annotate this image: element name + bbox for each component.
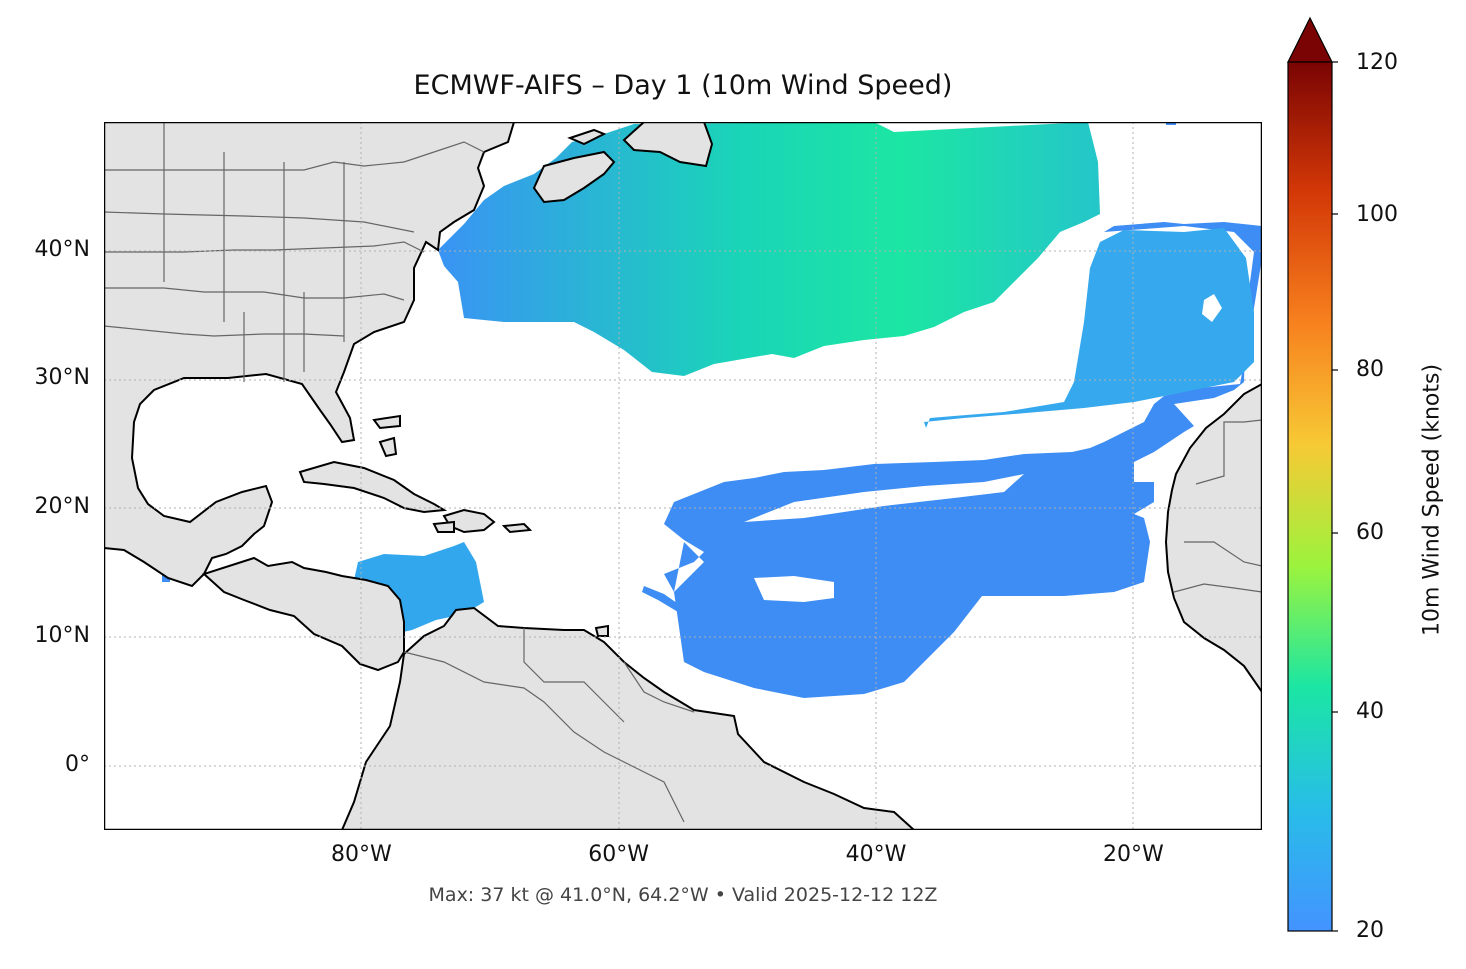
calm-patch-3: [1202, 294, 1222, 322]
land-africa: [1164, 382, 1262, 694]
colorbar-tick-80: 80: [1356, 357, 1384, 382]
land: [104, 122, 1262, 830]
land-pei: [567, 128, 607, 146]
lon-tick-label: 80°W: [330, 842, 392, 867]
colorbar-tick-100: 100: [1356, 202, 1398, 227]
wind-speck-1: [642, 586, 684, 612]
borders: [104, 122, 1262, 823]
lon-tick-label: 40°W: [845, 842, 907, 867]
map-panel[interactable]: [104, 122, 1262, 830]
map-footer-note: Max: 37 kt @ 41.0°N, 64.2°W • Valid 2025…: [428, 884, 938, 906]
wind-field: [162, 122, 1262, 698]
lat-tick-label: 10°N: [34, 622, 90, 648]
colorbar-extend-arrow: [1287, 16, 1333, 63]
lon-tick-label: 20°W: [1102, 842, 1164, 867]
lon-tick-label: 60°W: [588, 842, 650, 867]
land-bahamas: [372, 414, 401, 430]
calm-patch-2: [744, 474, 1024, 522]
land-newfoundland: [622, 122, 714, 168]
colorbar-tick-120: 120: [1356, 50, 1398, 75]
colorbar-gradient: [1287, 61, 1333, 932]
land-north-america: [104, 122, 516, 588]
land-south-america: [340, 606, 916, 830]
calm-patch-1: [754, 576, 834, 602]
lat-tick-label: 0°: [65, 751, 90, 777]
land-puerto-rico: [501, 522, 533, 534]
land-trinidad: [594, 624, 609, 637]
land-cuba: [298, 460, 448, 514]
wind-area-subtropical-band: [924, 228, 1254, 428]
lat-tick-label: 40°N: [34, 236, 90, 262]
map-border: [104, 122, 1262, 830]
colorbar: [1287, 16, 1338, 932]
colorbar-title: 10m Wind Speed (knots): [1419, 363, 1445, 637]
land-nova-scotia: [532, 150, 616, 204]
colorbar-tick-40: 40: [1356, 699, 1384, 724]
land-jamaica: [432, 520, 455, 533]
lat-tick-label: 30°N: [34, 365, 90, 391]
gridlines: [104, 122, 1262, 830]
colorbar-tick-20: 20: [1356, 918, 1384, 943]
colorbar-tick-60: 60: [1356, 520, 1384, 545]
wind-area-northwest-atlantic: [438, 122, 1100, 376]
land-florida-bahamas-2: [378, 436, 398, 458]
chart-title: ECMWF-AIFS – Day 1 (10m Wind Speed): [413, 70, 953, 101]
map-svg: [104, 122, 1262, 830]
lat-tick-label: 20°N: [34, 494, 90, 520]
